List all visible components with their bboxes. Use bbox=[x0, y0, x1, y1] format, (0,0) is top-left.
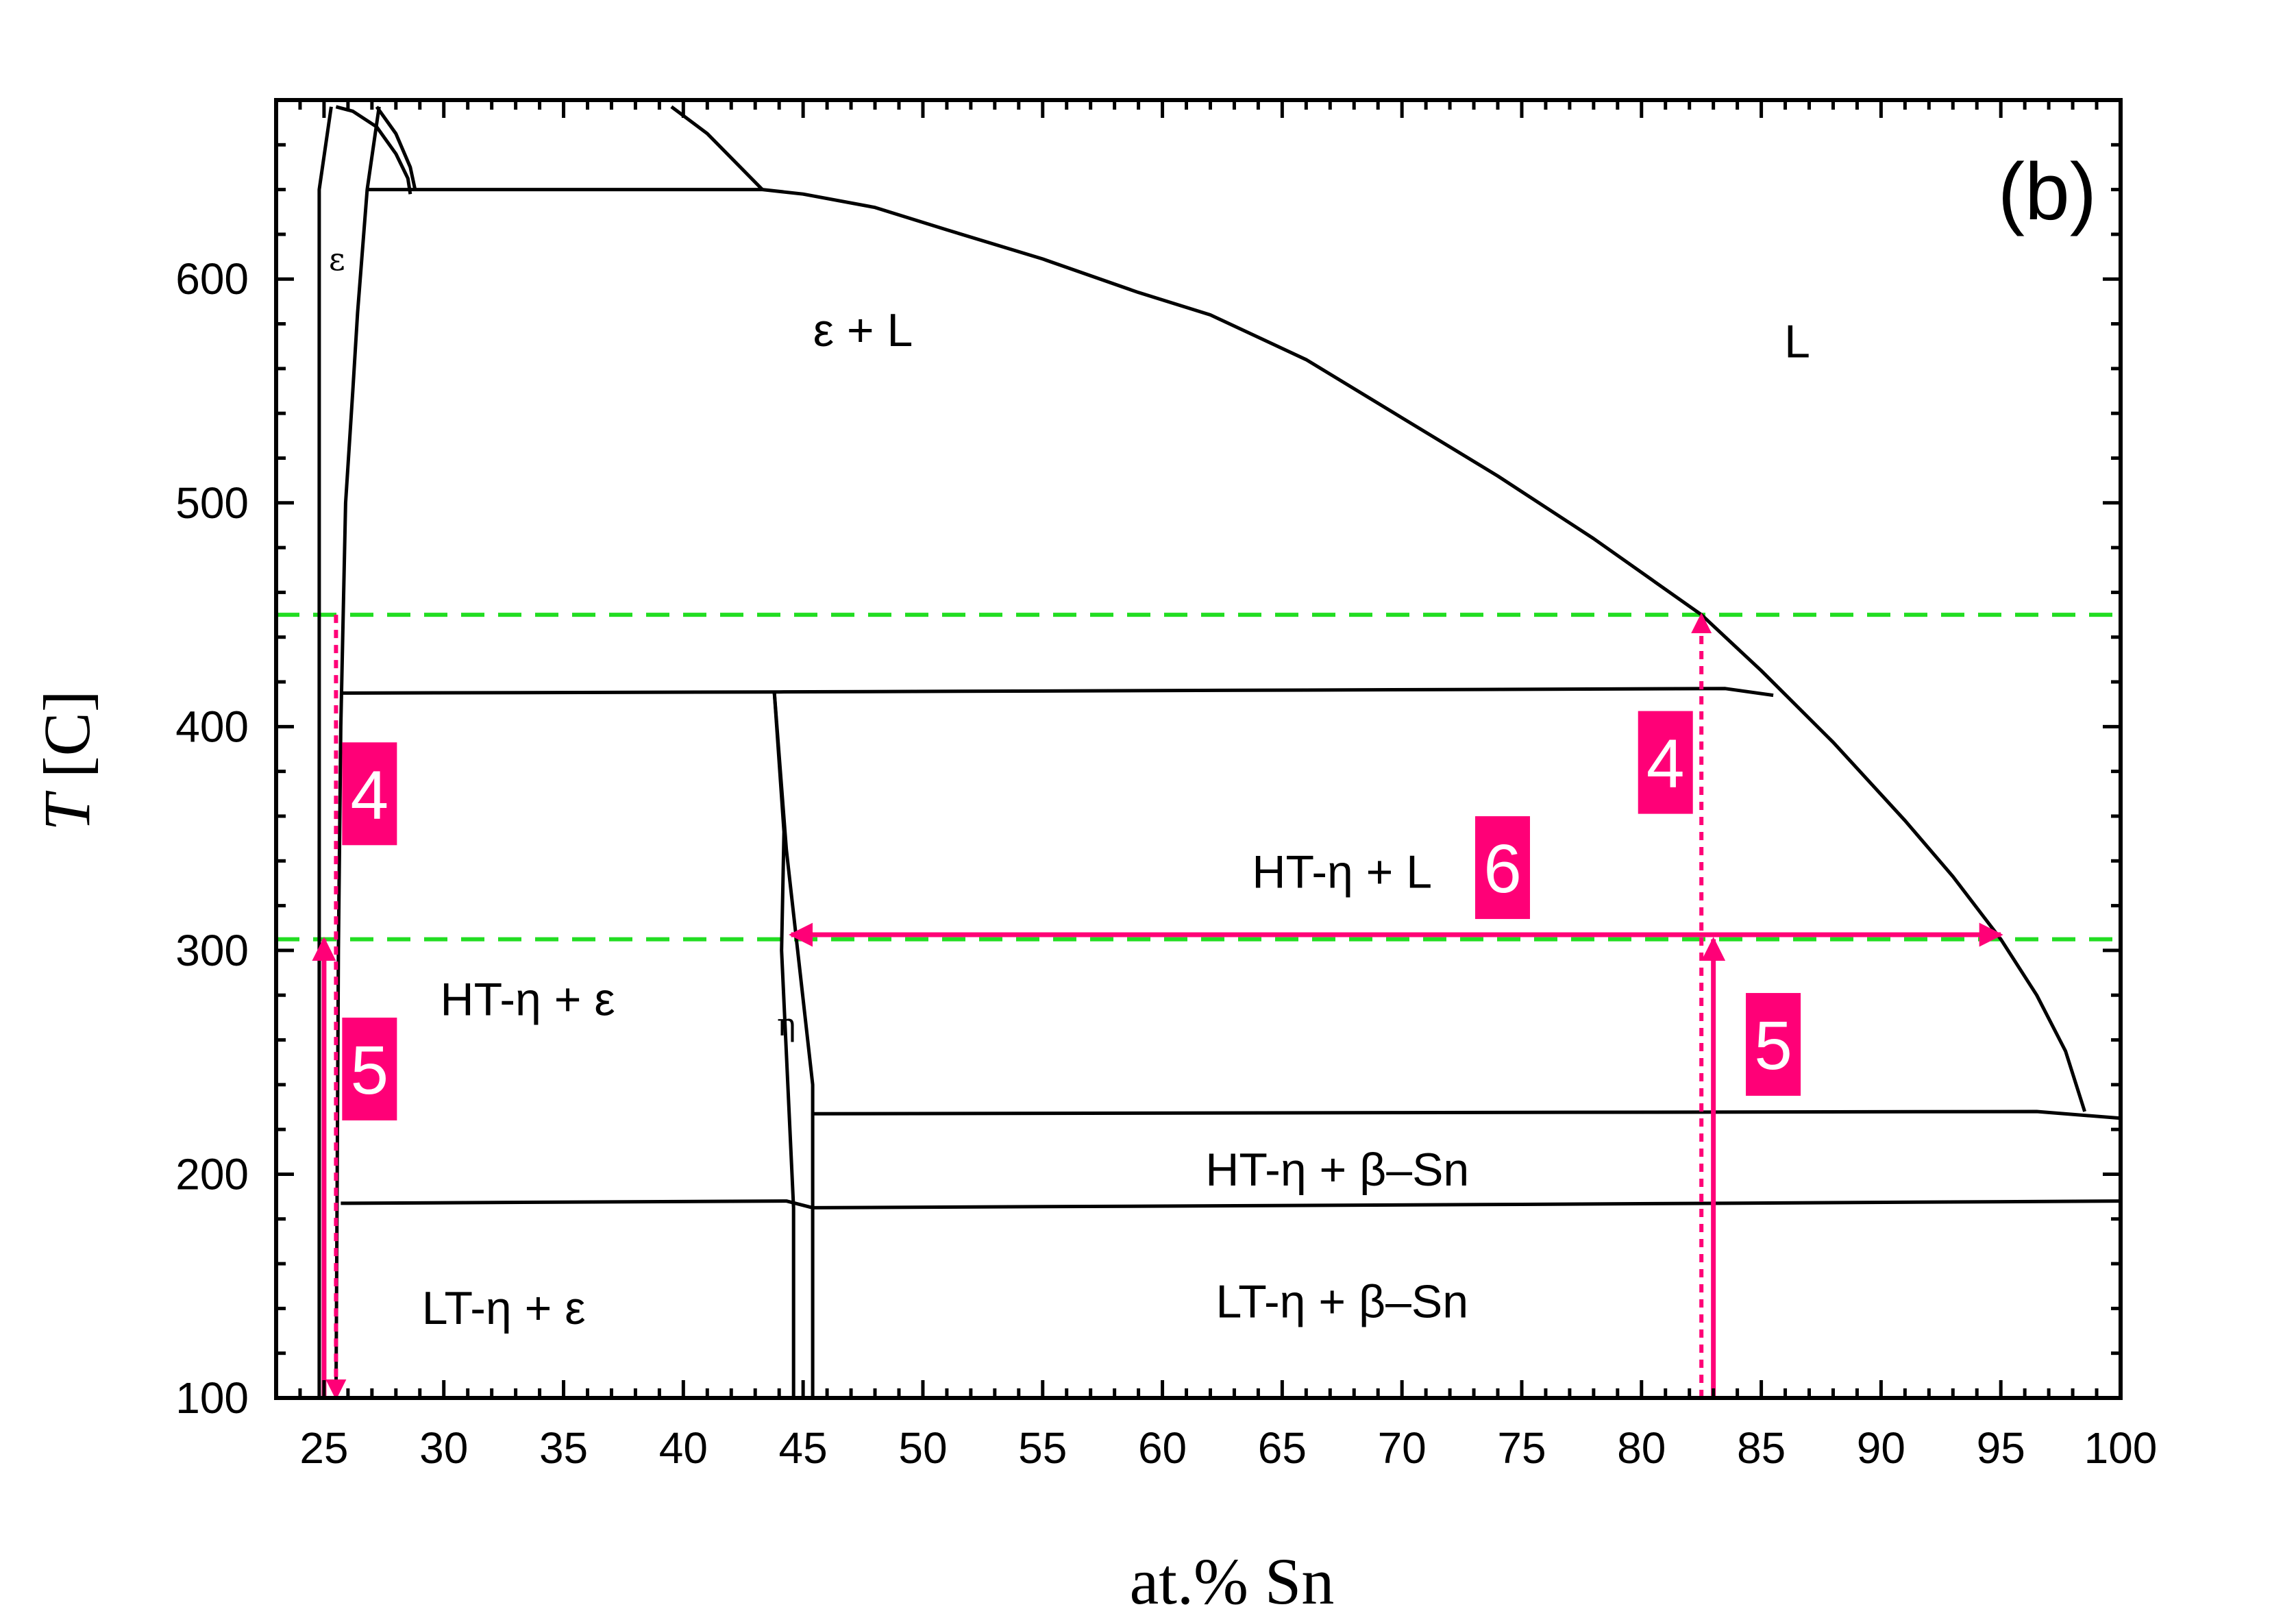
panel-label: (b) bbox=[1998, 147, 2097, 237]
liquidus bbox=[762, 188, 2086, 1112]
y-tick-label: 300 bbox=[175, 926, 249, 975]
x-tick-label: 95 bbox=[1977, 1423, 2025, 1473]
x-tick-label: 65 bbox=[1258, 1423, 1307, 1473]
badge-5-left-box bbox=[342, 1017, 397, 1120]
y-axis-title: T [C] bbox=[30, 690, 103, 831]
epsilon-liquidus-dome bbox=[335, 105, 412, 195]
x-tick-label: 45 bbox=[779, 1423, 828, 1473]
y-tick-label: 100 bbox=[175, 1373, 249, 1423]
badge-4-left-box bbox=[342, 742, 397, 846]
label-LTeta-bSn: LT-η + β–Sn bbox=[1215, 1275, 1468, 1327]
label-eps-L: ε + L bbox=[813, 304, 913, 356]
phase-boundary-lines bbox=[317, 105, 2121, 1399]
axes: 25 30 35 40 45 50 55 60 65 70 75 80 85 90 95 1001002003… bbox=[175, 98, 2158, 1473]
epsilon-left-solvus bbox=[317, 106, 333, 1398]
x-tick-label: 80 bbox=[1617, 1423, 1666, 1473]
y-axis-title-unit: [C] bbox=[30, 690, 103, 794]
x-tick-label: 100 bbox=[2084, 1423, 2158, 1473]
label-L: L bbox=[1784, 316, 1810, 368]
x-tick-label: 25 bbox=[299, 1423, 348, 1473]
label-HTeta-eps: HT-η + ε bbox=[441, 974, 615, 1026]
badge-5-left: 5 bbox=[342, 1017, 397, 1120]
epsilon-right-solvus bbox=[334, 106, 381, 1399]
badge-5-right-text: 5 bbox=[1754, 1007, 1792, 1084]
y-tick-label: 500 bbox=[175, 478, 249, 528]
eutectic-227 bbox=[813, 1109, 2121, 1120]
y-tick-label: 400 bbox=[175, 702, 249, 751]
x-tick-label: 35 bbox=[539, 1423, 588, 1473]
label-eps: ε bbox=[329, 241, 345, 278]
badge-5-right-box bbox=[1746, 993, 1801, 1096]
x-tick-label: 85 bbox=[1737, 1423, 1786, 1473]
x-tick-label: 60 bbox=[1138, 1423, 1187, 1473]
badge-4-left-text: 4 bbox=[351, 757, 389, 833]
x-tick-label: 30 bbox=[419, 1423, 468, 1473]
badge-5-left-text: 5 bbox=[351, 1032, 389, 1109]
x-tick-label: 70 bbox=[1378, 1423, 1427, 1473]
x-tick-label: 90 bbox=[1857, 1423, 1905, 1473]
x-axis-title: at.% Sn bbox=[1130, 1545, 1335, 1618]
x-tick-label: 50 bbox=[898, 1423, 947, 1473]
eutectoid-186 bbox=[341, 1199, 2121, 1210]
x-tick-label: 55 bbox=[1018, 1423, 1067, 1473]
y-tick-label: 200 bbox=[175, 1149, 249, 1199]
label-LTeta-eps: LT-η + ε bbox=[422, 1282, 586, 1334]
guide-arrows bbox=[312, 613, 2003, 1400]
label-HTeta-L: HT-η + L bbox=[1252, 846, 1432, 898]
label-HTeta-bSn: HT-η + β–Sn bbox=[1205, 1144, 1469, 1196]
badge-4-right-box bbox=[1638, 711, 1693, 814]
label-eta-small: η bbox=[777, 1006, 796, 1043]
y-tick-label: 600 bbox=[175, 254, 249, 304]
region-labels: ε + L Lε η HT-η + L HT-η + ε HT-η + β–Sn LT-η … bbox=[329, 241, 1810, 1334]
eta-right-boundary bbox=[772, 693, 815, 1398]
upper-phase-boundary bbox=[375, 106, 417, 191]
x-tick-label: 40 bbox=[659, 1423, 708, 1473]
badge-4-left: 4 bbox=[342, 742, 397, 846]
badge-6: 6 bbox=[1475, 816, 1531, 920]
y-axis-title-italic: T bbox=[30, 790, 103, 831]
plot-frame bbox=[274, 98, 2123, 1400]
peritectic-415 bbox=[341, 687, 1774, 698]
step-badges: 4 5 4 6 5 bbox=[342, 711, 1801, 1120]
badge-4-right: 4 bbox=[1638, 711, 1693, 814]
badge-4-right-text: 4 bbox=[1646, 726, 1685, 802]
peritectic-upper-line bbox=[670, 105, 764, 191]
x-tick-label: 75 bbox=[1497, 1423, 1546, 1473]
isotherm-lines bbox=[276, 613, 2121, 942]
badge-5-right: 5 bbox=[1746, 993, 1801, 1096]
badge-6-box bbox=[1475, 816, 1531, 920]
badge-6-text: 6 bbox=[1483, 831, 1522, 907]
